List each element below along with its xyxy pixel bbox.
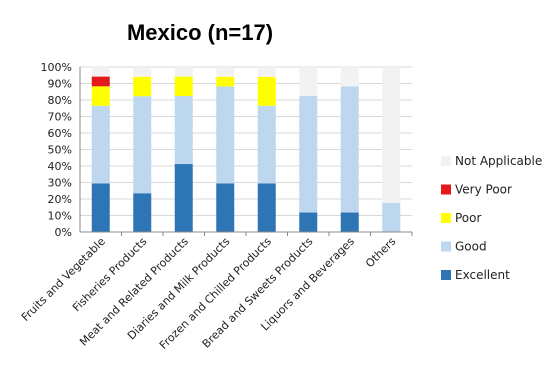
bar-segment-not-applicable [382, 67, 401, 203]
bar-segment-poor [174, 76, 193, 97]
bar-segment-very-poor [91, 76, 110, 87]
legend-label: Good [455, 240, 487, 254]
bar-segment-poor [257, 76, 276, 106]
bar-segment-poor [216, 76, 235, 87]
bar-segment-good [133, 96, 152, 194]
bar-segment-excellent [216, 183, 235, 232]
bar-segment-good [216, 86, 235, 184]
legend-swatch-not-applicable [441, 156, 451, 166]
bar-segment-excellent [133, 193, 152, 232]
bar-segment-not-applicable [299, 67, 318, 97]
bar-segment-good [299, 96, 318, 213]
y-tick-label: 10% [48, 210, 72, 223]
x-category-label: Others [363, 235, 399, 271]
bar-segment-good [257, 105, 276, 184]
bar-segment-not-applicable [91, 66, 110, 77]
bar-segment-excellent [257, 183, 276, 232]
y-tick-label: 40% [48, 160, 72, 173]
legend-swatch-very-poor [441, 184, 451, 195]
bar-segment-not-applicable [257, 67, 276, 77]
y-tick-label: 80% [48, 94, 72, 107]
y-tick-label: 60% [48, 127, 72, 140]
legend: Not Applicable Very Poor Poor Good Excellent [441, 154, 542, 282]
gridlines [80, 66, 412, 216]
bar-segment-excellent [91, 183, 110, 232]
chart-title: Mexico (n=17) [126, 20, 274, 45]
y-tick-label: 90% [48, 78, 72, 91]
bar-segment-good [91, 105, 110, 184]
bar-segment-not-applicable [133, 67, 152, 77]
bars [91, 66, 401, 232]
bar-segment-not-applicable [216, 67, 235, 77]
bar-segment-good [340, 86, 359, 213]
y-tick-label: 70% [48, 111, 72, 124]
legend-label: Not Applicable [455, 154, 542, 168]
legend-swatch-excellent [441, 270, 451, 280]
legend-label: Excellent [455, 268, 510, 282]
legend-swatch-poor [441, 213, 451, 223]
y-tick-label: 0% [55, 226, 72, 239]
legend-swatch-good [441, 241, 451, 252]
bar-segment-good [174, 96, 193, 165]
bar-segment-poor [91, 86, 110, 106]
bar-segment-poor [133, 76, 152, 97]
y-tick-label: 100% [41, 61, 72, 74]
y-tick-label: 30% [48, 177, 72, 190]
bar-segment-not-applicable [174, 66, 193, 77]
y-tick-label: 20% [48, 193, 72, 206]
x-category-label: Fisheries Products [70, 235, 149, 314]
bar-segment-excellent [340, 212, 359, 232]
bar-segment-excellent [174, 164, 193, 232]
bar-segment-excellent [299, 212, 318, 232]
bar-segment-good [382, 202, 401, 232]
legend-label: Very Poor [455, 183, 512, 197]
legend-label: Poor [455, 211, 481, 225]
bar-segment-not-applicable [340, 66, 359, 87]
y-tick-label: 50% [48, 144, 72, 157]
